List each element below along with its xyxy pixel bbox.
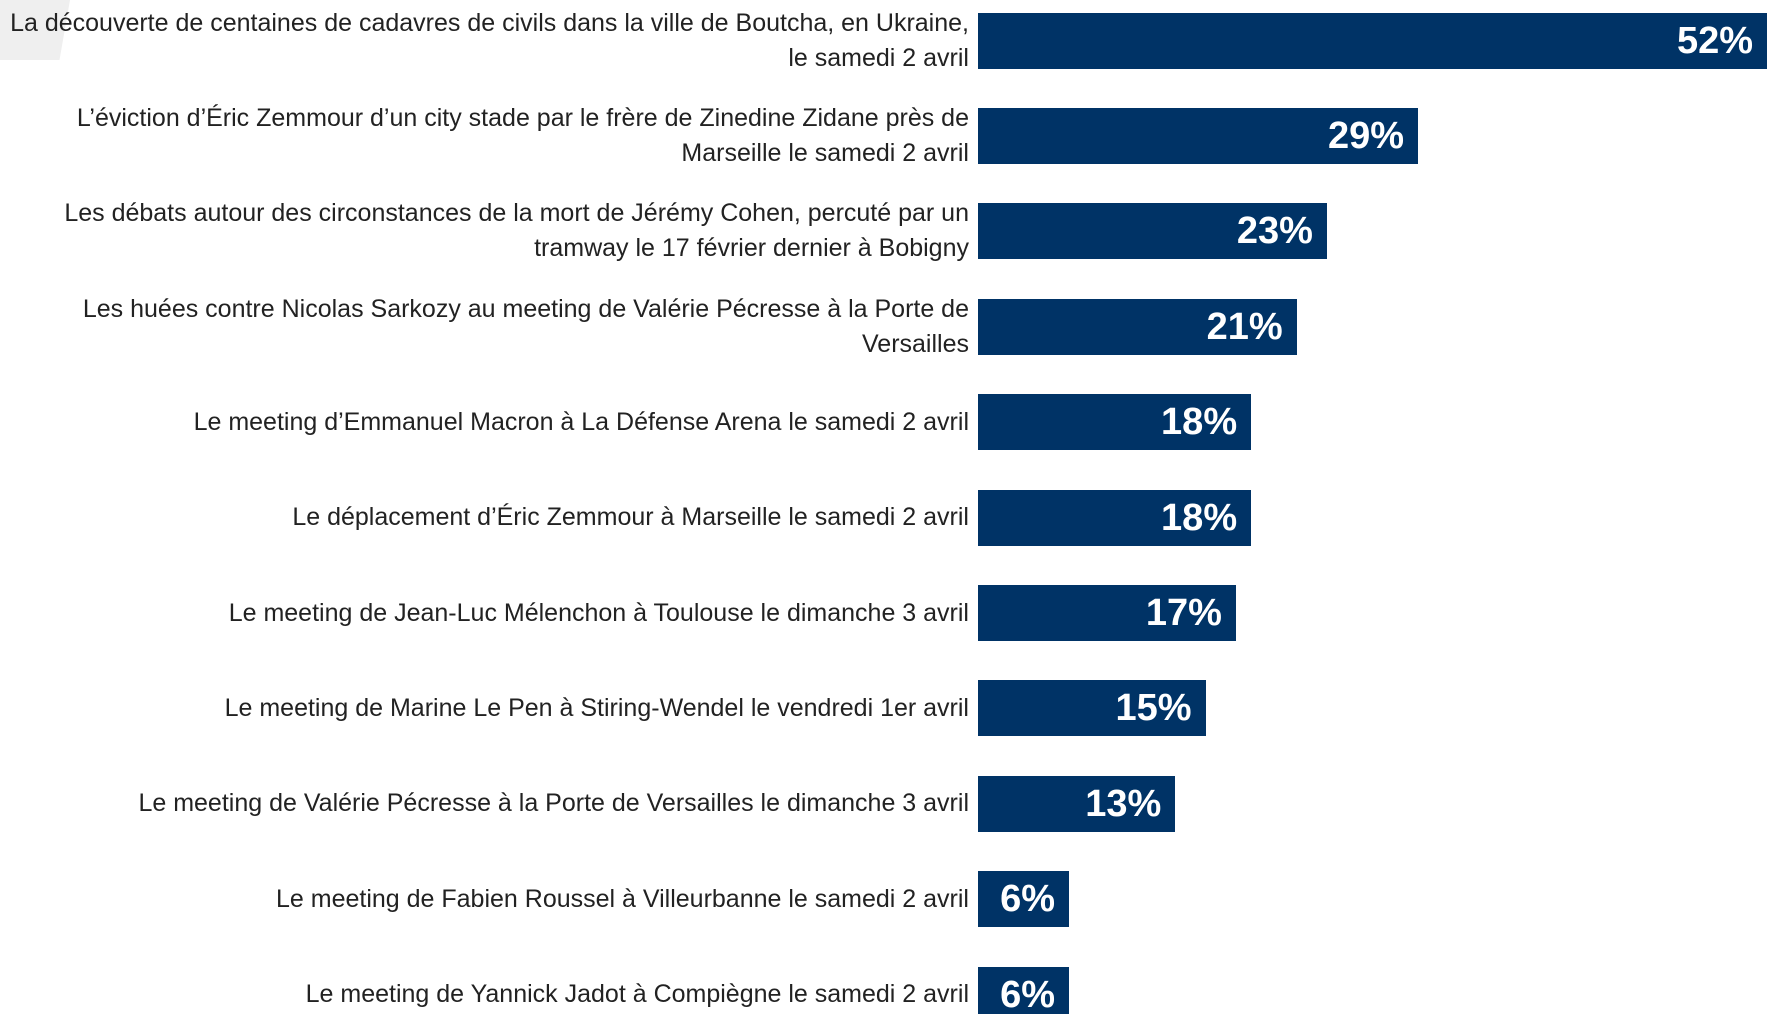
category-label: Le meeting de Marine Le Pen à Stiring-We… <box>224 693 969 722</box>
value-label: 52% <box>1676 19 1753 62</box>
bar <box>978 203 1327 260</box>
value-label: 6% <box>1000 878 1056 921</box>
category-label: Les huées contre Nicolas Sarkozy au meet… <box>82 294 969 358</box>
category-label: Le meeting de Yannick Jadot à Compiègne … <box>305 980 969 1009</box>
value-label: 18% <box>1161 401 1238 444</box>
bar <box>978 12 1767 69</box>
bar <box>978 394 1252 451</box>
category-label: Le meeting de Valérie Pécresse à la Port… <box>138 789 969 818</box>
bar <box>978 775 1176 832</box>
bar <box>978 966 1070 1014</box>
category-label: La découverte de centaines de cadavres d… <box>10 8 969 72</box>
value-label: 6% <box>1000 973 1056 1014</box>
category-label: Le meeting d’Emmanuel Macron à La Défens… <box>193 407 969 436</box>
value-label: 29% <box>1327 115 1405 157</box>
value-label: 15% <box>1115 687 1192 730</box>
category-label: Le déplacement d’Éric Zemmour à Marseill… <box>292 503 969 532</box>
value-label: 17% <box>1145 592 1222 634</box>
bar <box>978 585 1236 641</box>
corner-shape <box>0 0 70 60</box>
value-label: 21% <box>1206 305 1283 348</box>
value-label: 13% <box>1085 782 1162 825</box>
bar <box>978 108 1419 164</box>
category-label: Les débats autour des circonstances de l… <box>64 199 969 263</box>
category-label: Le meeting de Fabien Roussel à Villeurba… <box>275 884 969 913</box>
category-label: L’éviction d’Éric Zemmour d’un city stad… <box>76 104 969 167</box>
category-label: Le meeting de Jean-Luc Mélenchon à Toulo… <box>228 598 969 627</box>
value-label: 18% <box>1161 496 1238 539</box>
bar <box>978 680 1206 737</box>
bar <box>978 871 1070 928</box>
bar <box>978 298 1297 355</box>
bar <box>978 489 1252 546</box>
value-label: 23% <box>1236 210 1313 253</box>
